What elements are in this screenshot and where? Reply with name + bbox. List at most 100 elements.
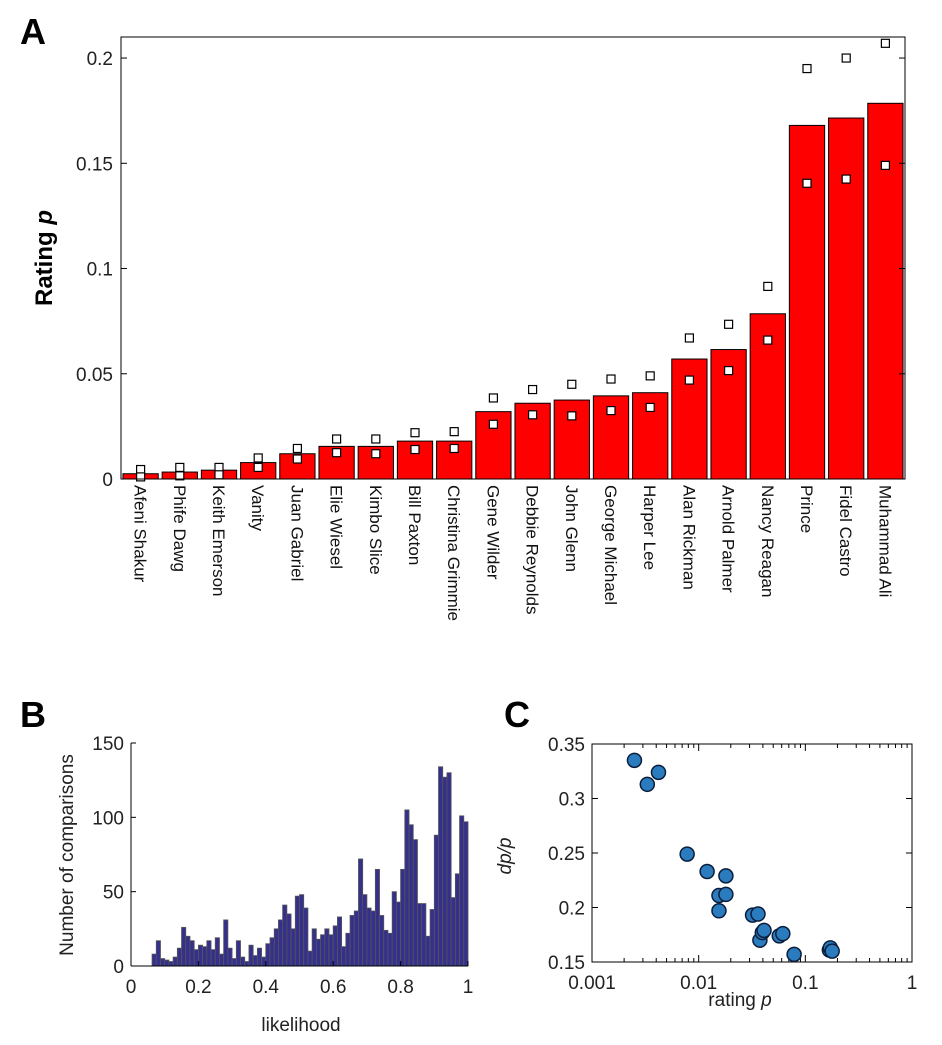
category-label: Alan Rickman bbox=[679, 485, 698, 590]
scatter-point bbox=[775, 925, 791, 942]
histogram-bar bbox=[189, 940, 195, 967]
histogram-bar bbox=[206, 940, 212, 967]
histogram-bar bbox=[383, 929, 389, 967]
scatter-point bbox=[699, 863, 715, 880]
chart-b-xlabel: likelihood bbox=[261, 1015, 340, 1036]
upper-marker bbox=[567, 379, 577, 389]
histogram-bar bbox=[446, 772, 452, 967]
histogram-bar bbox=[425, 935, 431, 967]
chart-b-ylabel: Number of comparisons bbox=[57, 754, 78, 956]
category-label: Nancy Reagan bbox=[758, 485, 777, 597]
upper-marker bbox=[645, 371, 655, 381]
lower-marker bbox=[449, 443, 459, 454]
histogram-bar bbox=[362, 894, 368, 967]
histogram-bar bbox=[328, 934, 334, 967]
histogram-bar bbox=[160, 958, 166, 967]
histogram-bar bbox=[185, 935, 191, 967]
category-label: Debbie Reynolds bbox=[523, 485, 542, 614]
category-label: Bill Paxton bbox=[405, 485, 424, 565]
scatter-point bbox=[679, 846, 695, 862]
histogram-bar bbox=[345, 932, 351, 967]
histogram-bar bbox=[286, 913, 292, 967]
histogram-bar bbox=[303, 907, 309, 967]
histogram-bar bbox=[265, 943, 271, 967]
histogram-bar bbox=[374, 868, 380, 967]
category-label: Kimbo Slice bbox=[366, 485, 385, 575]
upper-marker bbox=[449, 427, 459, 437]
y-tick-label: 0.05 bbox=[76, 365, 113, 386]
histogram-bar bbox=[358, 858, 364, 967]
histogram-bar bbox=[202, 946, 208, 967]
histogram-bar bbox=[459, 815, 465, 967]
histogram-bar bbox=[294, 895, 300, 967]
upper-marker bbox=[763, 281, 773, 292]
upper-marker bbox=[684, 333, 695, 343]
histogram-bar bbox=[438, 766, 444, 967]
histogram-bar bbox=[408, 824, 414, 967]
histogram-bar bbox=[353, 910, 359, 967]
y-tick-label: 0 bbox=[102, 470, 113, 491]
scatter-point bbox=[756, 922, 772, 939]
lower-marker bbox=[645, 402, 655, 413]
histogram-bar bbox=[256, 947, 262, 967]
chart-a: Rating p Afeni Shakur Phife Dawg Keith Eme… bbox=[31, 36, 906, 621]
chart-a-ylabel: Rating p bbox=[31, 210, 58, 306]
y-tick-label: 0.35 bbox=[548, 735, 585, 756]
x-tick-label: 0.6 bbox=[320, 977, 346, 998]
histogram-bar bbox=[197, 944, 204, 967]
histogram-bar bbox=[442, 776, 448, 967]
lower-marker bbox=[214, 470, 224, 480]
lower-marker bbox=[880, 160, 891, 170]
histogram-bar bbox=[379, 915, 385, 967]
category-label: Christina Grimmie bbox=[444, 485, 463, 621]
histogram-bar bbox=[164, 959, 170, 967]
upper-marker bbox=[175, 462, 185, 473]
histogram-bar bbox=[341, 946, 347, 967]
plot-frame bbox=[591, 743, 913, 963]
category-label: Phife Dawg bbox=[170, 485, 189, 572]
y-tick-label: 0 bbox=[113, 957, 124, 978]
x-tick-label: 0.8 bbox=[387, 977, 413, 998]
histogram-bar bbox=[155, 940, 161, 967]
y-tick-label: 50 bbox=[103, 883, 124, 904]
y-tick-label: 0.2 bbox=[559, 899, 585, 920]
histogram-bar bbox=[193, 949, 199, 967]
histogram-bar bbox=[151, 953, 157, 967]
upper-marker bbox=[802, 63, 812, 74]
lower-marker bbox=[371, 449, 381, 459]
chart-c-xlabel: rating p bbox=[708, 990, 771, 1011]
histogram-bar bbox=[261, 956, 267, 967]
panel-label-c: C bbox=[504, 694, 530, 735]
x-tick-label: 0.01 bbox=[680, 973, 717, 994]
category-label: Muhammad Ali bbox=[875, 485, 894, 597]
histogram-bar bbox=[214, 937, 220, 967]
x-tick-label: 0.2 bbox=[185, 977, 211, 998]
histogram-bar bbox=[315, 938, 321, 967]
histogram-bar bbox=[320, 934, 326, 967]
histogram-bar bbox=[412, 839, 418, 967]
upper-marker bbox=[880, 38, 891, 48]
x-tick-label: 1 bbox=[907, 973, 918, 994]
histogram-bar bbox=[395, 901, 402, 967]
histogram-bar bbox=[219, 953, 225, 967]
lower-marker bbox=[684, 375, 695, 385]
histogram-bar bbox=[463, 821, 469, 967]
histogram-bar bbox=[244, 961, 250, 967]
histogram-bar bbox=[404, 809, 410, 967]
histogram-bar bbox=[269, 937, 275, 967]
histogram-bar bbox=[227, 947, 233, 967]
scatter-point bbox=[639, 776, 656, 793]
lower-marker bbox=[606, 405, 616, 416]
histogram-bar bbox=[273, 928, 279, 967]
histogram-bar bbox=[450, 897, 456, 967]
bar bbox=[828, 117, 865, 480]
bar bbox=[867, 102, 904, 480]
category-label: Gene Wilder bbox=[483, 485, 502, 580]
category-label: Elie Wiesel bbox=[327, 485, 346, 569]
chart-b: likelihood Number of comparisons 0 0.2 0.4… bbox=[57, 734, 473, 1036]
histogram-bar bbox=[391, 891, 397, 967]
panel-label-a: A bbox=[20, 11, 46, 52]
histogram-bar bbox=[337, 916, 343, 967]
upper-marker bbox=[527, 384, 538, 395]
